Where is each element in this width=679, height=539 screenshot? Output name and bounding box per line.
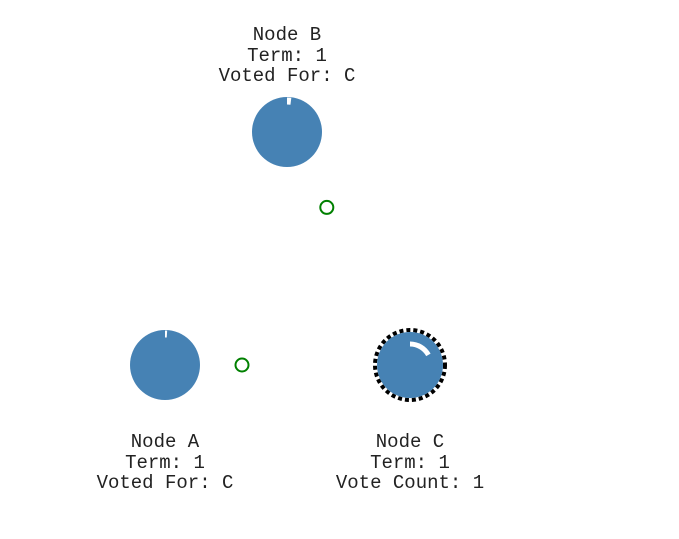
node-b-term: Term: 1 — [247, 45, 327, 67]
node-b-circle[interactable] — [252, 97, 322, 167]
node-b-vote-status: Voted For: C — [219, 65, 356, 87]
node-a-name: Node A — [131, 431, 200, 453]
node-c-term: Term: 1 — [370, 452, 450, 474]
node-c-circle[interactable] — [377, 332, 443, 398]
node-a-circle[interactable] — [130, 330, 200, 400]
vote-response-message-b-to-c — [319, 199, 335, 215]
node-b[interactable]: Node B Term: 1 Voted For: C — [219, 24, 356, 167]
node-c-vote-count: Vote Count: 1 — [336, 472, 484, 494]
node-b-name: Node B — [253, 24, 321, 46]
node-c-name: Node C — [376, 431, 444, 453]
node-c[interactable]: Node C Term: 1 Vote Count: 1 — [336, 328, 484, 494]
node-a-vote-status: Voted For: C — [97, 472, 234, 494]
vote-response-message-a-to-c — [234, 357, 250, 373]
node-c-candidate-ring — [373, 328, 447, 402]
node-c-election-timer — [409, 341, 431, 357]
node-a[interactable]: Node A Term: 1 Voted For: C — [97, 330, 234, 494]
node-a-term: Term: 1 — [125, 452, 205, 474]
